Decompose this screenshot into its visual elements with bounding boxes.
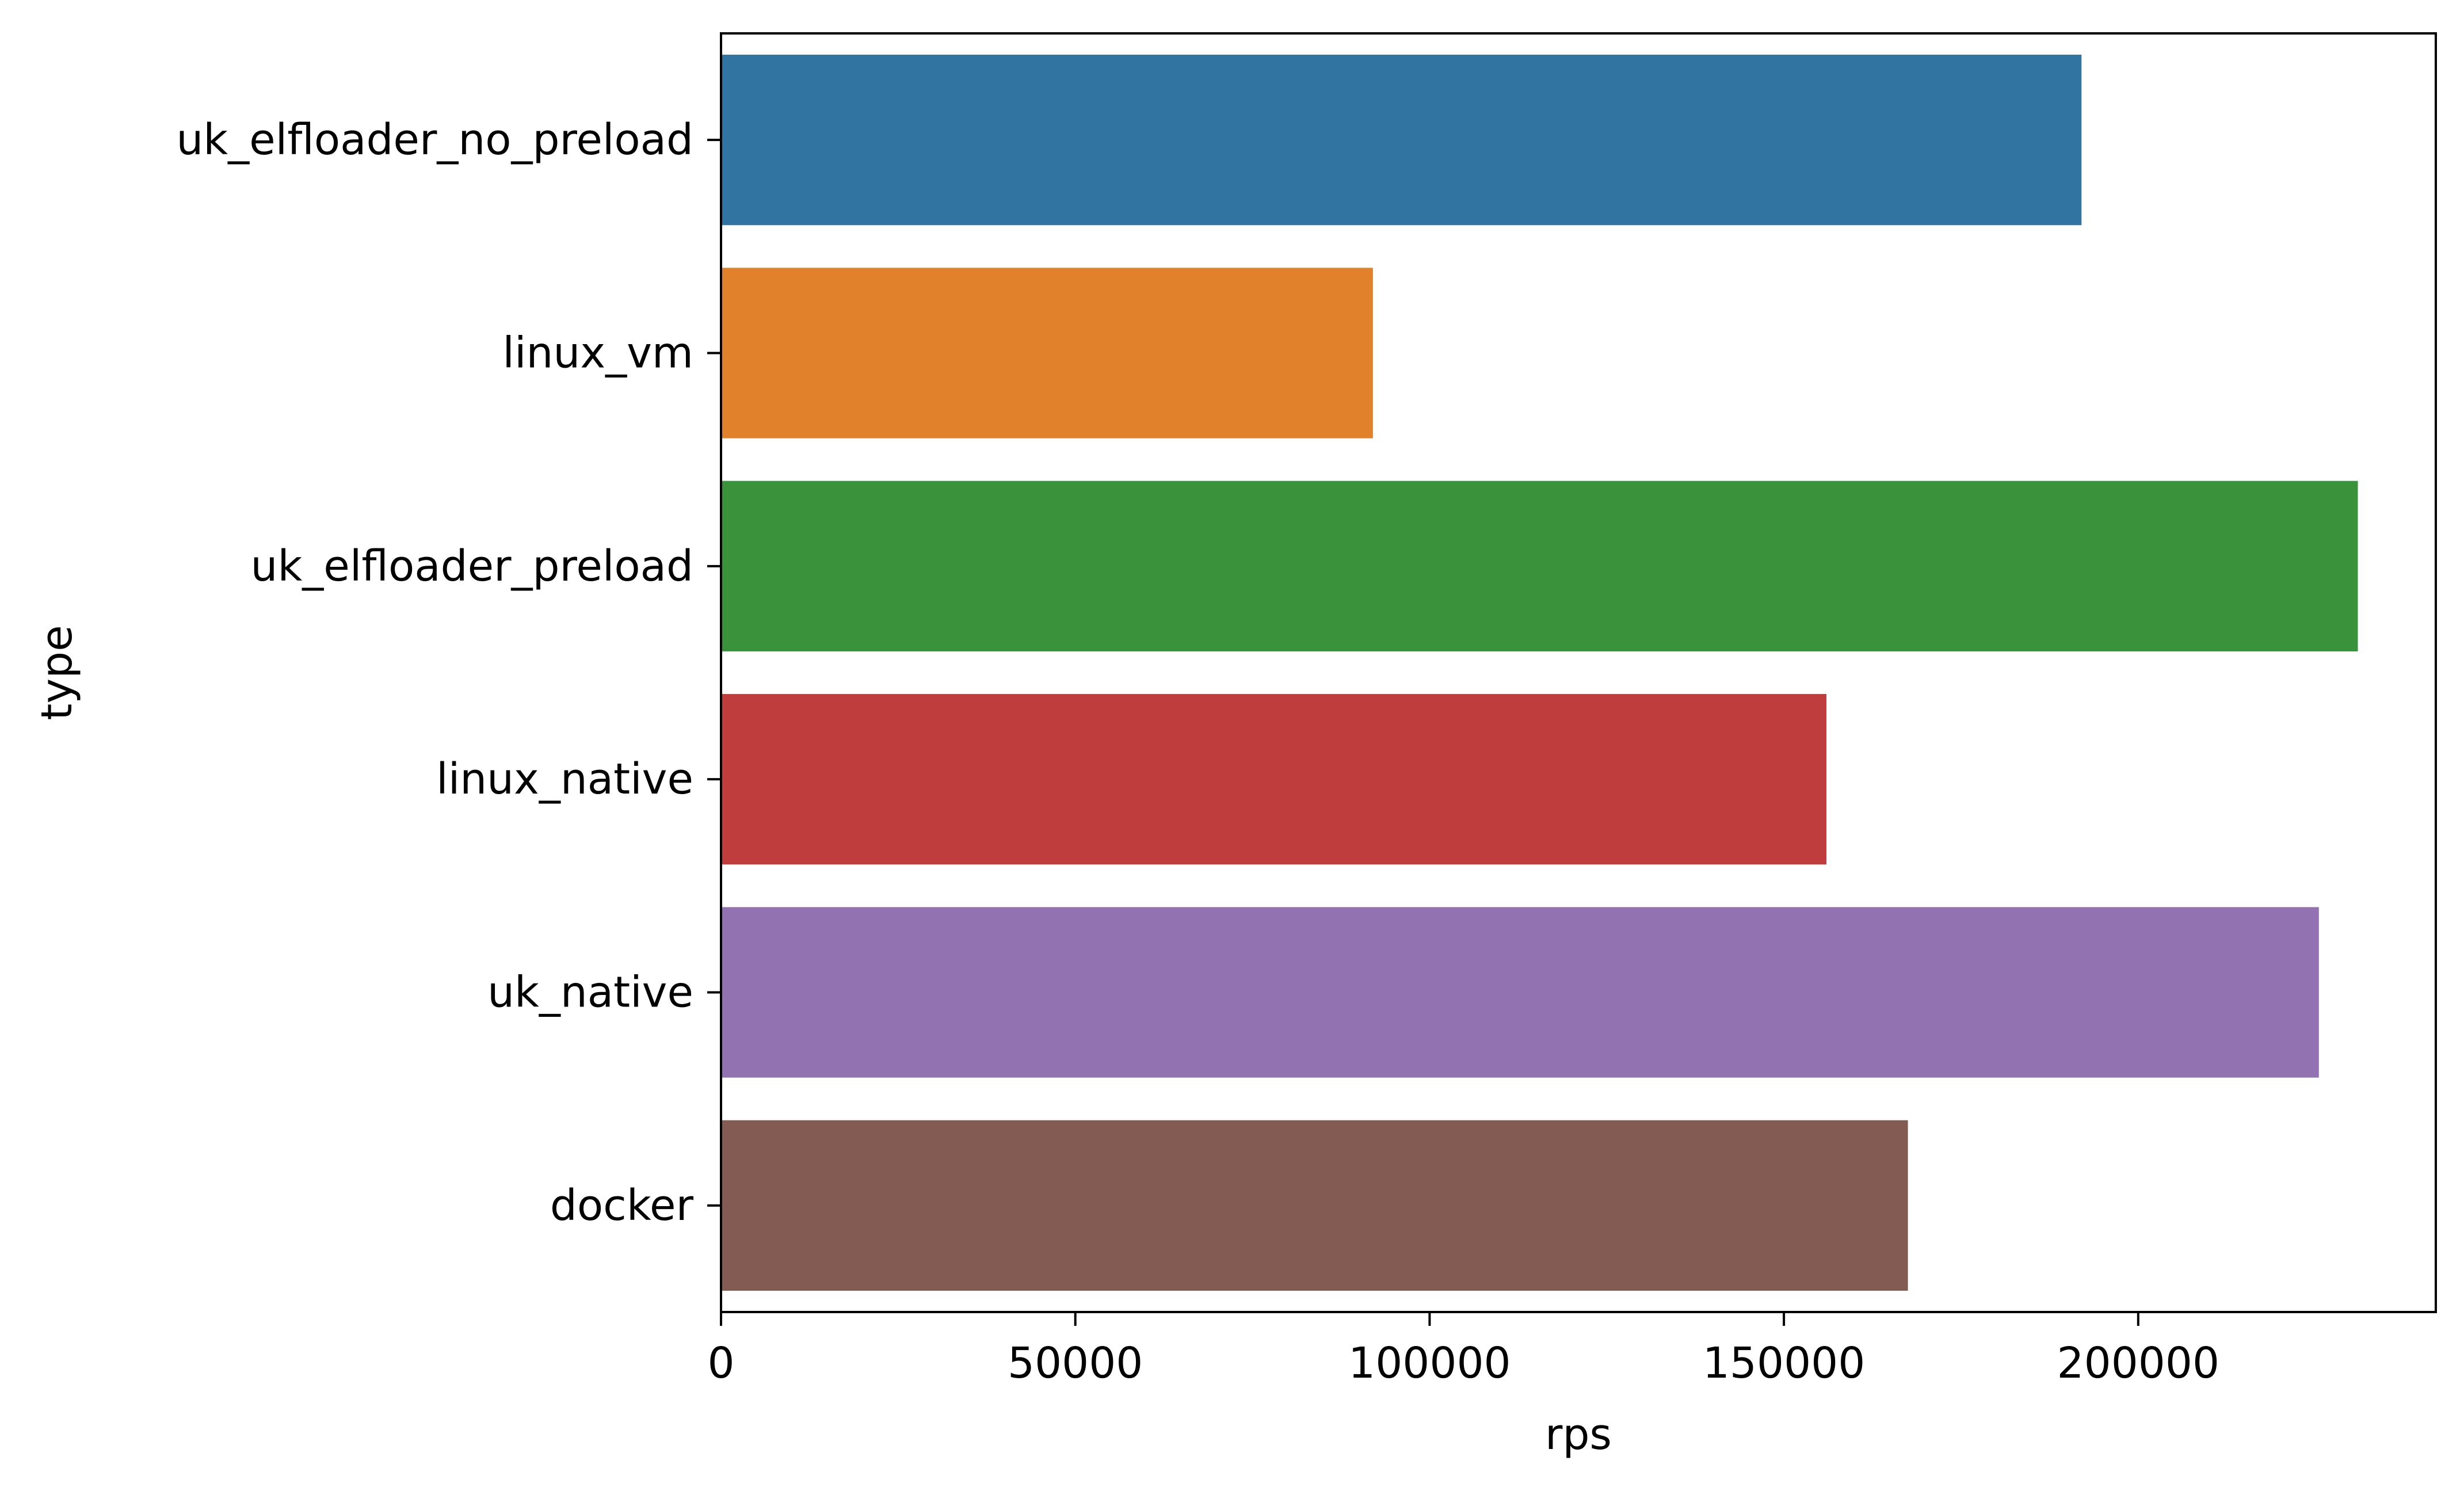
y-tick-label: docker bbox=[550, 1181, 694, 1230]
x-tick-label: 150000 bbox=[1703, 1339, 1866, 1388]
y-tick-label: uk_elfloader_preload bbox=[251, 542, 693, 591]
bar-uk-elfloader-no-preload bbox=[721, 55, 2082, 226]
x-tick-label: 50000 bbox=[1008, 1339, 1143, 1388]
y-tick-label: uk_elfloader_no_preload bbox=[176, 115, 693, 165]
bars-layer bbox=[721, 55, 2358, 1291]
y-tick-label: linux_native bbox=[436, 754, 693, 804]
x-tick-label: 0 bbox=[707, 1339, 734, 1388]
plot-frame bbox=[720, 32, 2437, 1313]
bar-docker bbox=[721, 1120, 1908, 1291]
bar-uk-native bbox=[721, 907, 2319, 1078]
bar-linux-vm bbox=[721, 268, 1373, 438]
y-tick-label: uk_native bbox=[487, 968, 693, 1017]
x-axis-title: rps bbox=[1545, 1410, 1612, 1459]
x-tick-label: 100000 bbox=[1348, 1339, 1511, 1388]
x-tick-label: 200000 bbox=[2057, 1339, 2220, 1388]
x-axis-ticks: 0 50000 100000 150000 200000 bbox=[707, 1312, 2219, 1388]
bar-uk-elfloader-preload bbox=[721, 481, 2358, 651]
y-tick-label: linux_vm bbox=[502, 329, 693, 378]
y-axis-title: type bbox=[32, 625, 82, 720]
bar-linux-native bbox=[721, 694, 1826, 865]
y-axis-ticks: uk_elfloader_no_preload linux_vm uk_elfloa… bbox=[176, 115, 721, 1230]
